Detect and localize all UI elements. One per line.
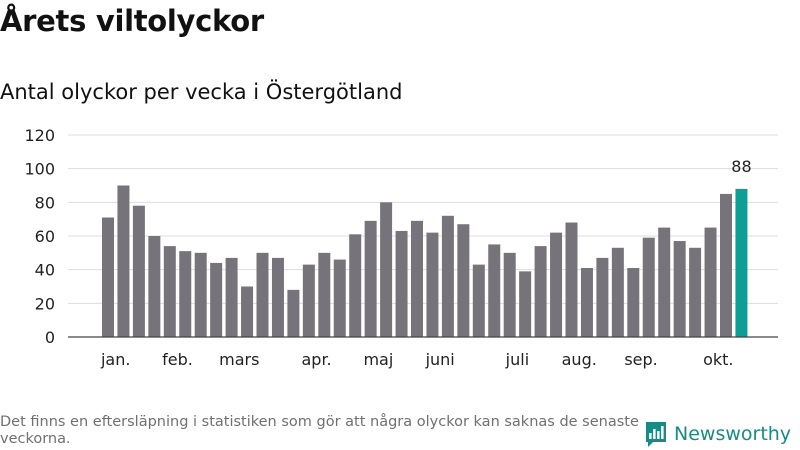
- bars: [102, 185, 748, 337]
- highlight-value-label: 88: [731, 157, 751, 176]
- chart-title: Årets viltolyckor: [0, 4, 264, 38]
- bar: [179, 251, 192, 337]
- bar: [503, 252, 516, 337]
- bar: [689, 247, 702, 337]
- bar: [333, 259, 346, 337]
- bar: [720, 193, 732, 337]
- y-tick-label: 40: [35, 261, 55, 280]
- x-tick-label: juni: [425, 350, 455, 369]
- bar: [148, 236, 161, 337]
- bar: [550, 232, 563, 337]
- bar: [457, 224, 470, 337]
- x-tick-label: feb.: [162, 350, 193, 369]
- bar: [241, 286, 254, 337]
- chart-subtitle: Antal olyckor per vecka i Östergötland: [0, 80, 403, 104]
- x-tick-label: sep.: [624, 350, 657, 369]
- x-tick-label: aug.: [562, 350, 597, 369]
- y-tick-label: 20: [35, 294, 55, 313]
- footnote: Det finns en eftersläpning i statistiken…: [0, 414, 639, 447]
- bar: [642, 237, 655, 337]
- bar: [411, 220, 423, 337]
- bar-highlight: [735, 188, 748, 337]
- bar: [611, 247, 624, 337]
- bar: [565, 222, 578, 337]
- bar: [364, 220, 377, 337]
- bar: [580, 267, 593, 337]
- bar: [225, 257, 238, 337]
- bar: [472, 264, 485, 337]
- bar: [534, 246, 547, 337]
- y-tick-label: 60: [35, 227, 55, 246]
- bar: [271, 257, 284, 337]
- bar: [132, 205, 145, 337]
- bar: [287, 289, 300, 337]
- bar: [488, 244, 501, 337]
- bar: [395, 230, 408, 337]
- newsworthy-logo[interactable]: Newsworthy: [644, 419, 791, 449]
- y-axis-labels: 0 20 40 60 80 100 120: [24, 126, 55, 347]
- newsworthy-logo-icon: [646, 422, 666, 447]
- bar: [658, 227, 671, 337]
- bar: [302, 264, 315, 337]
- bar: [704, 227, 717, 337]
- x-tick-label: maj: [363, 350, 393, 369]
- y-tick-label: 100: [24, 160, 55, 179]
- bar: [441, 215, 454, 337]
- bar: [102, 217, 114, 337]
- x-tick-label: mars: [219, 350, 259, 369]
- x-axis-labels: jan. feb. mars apr. maj juni juli aug. sep. okt.: [100, 350, 734, 369]
- y-tick-label: 120: [24, 126, 55, 145]
- bar: [519, 271, 532, 337]
- y-tick-label: 80: [35, 193, 55, 212]
- logo-text: Newsworthy: [674, 423, 792, 445]
- x-tick-label: okt.: [703, 350, 733, 369]
- bar: [194, 252, 207, 337]
- bar: [673, 241, 686, 337]
- bar: [426, 232, 439, 337]
- bar: [256, 252, 269, 337]
- bar: [596, 257, 609, 337]
- x-tick-label: jan.: [100, 350, 130, 369]
- bar: [349, 234, 362, 337]
- bar: [210, 262, 223, 337]
- y-tick-label: 0: [45, 328, 55, 347]
- bar: [117, 185, 130, 337]
- x-tick-label: apr.: [301, 350, 331, 369]
- x-tick-label: juli: [505, 350, 529, 369]
- bar: [163, 246, 176, 337]
- bar: [380, 202, 393, 337]
- bar: [318, 252, 331, 337]
- bar: [627, 267, 640, 337]
